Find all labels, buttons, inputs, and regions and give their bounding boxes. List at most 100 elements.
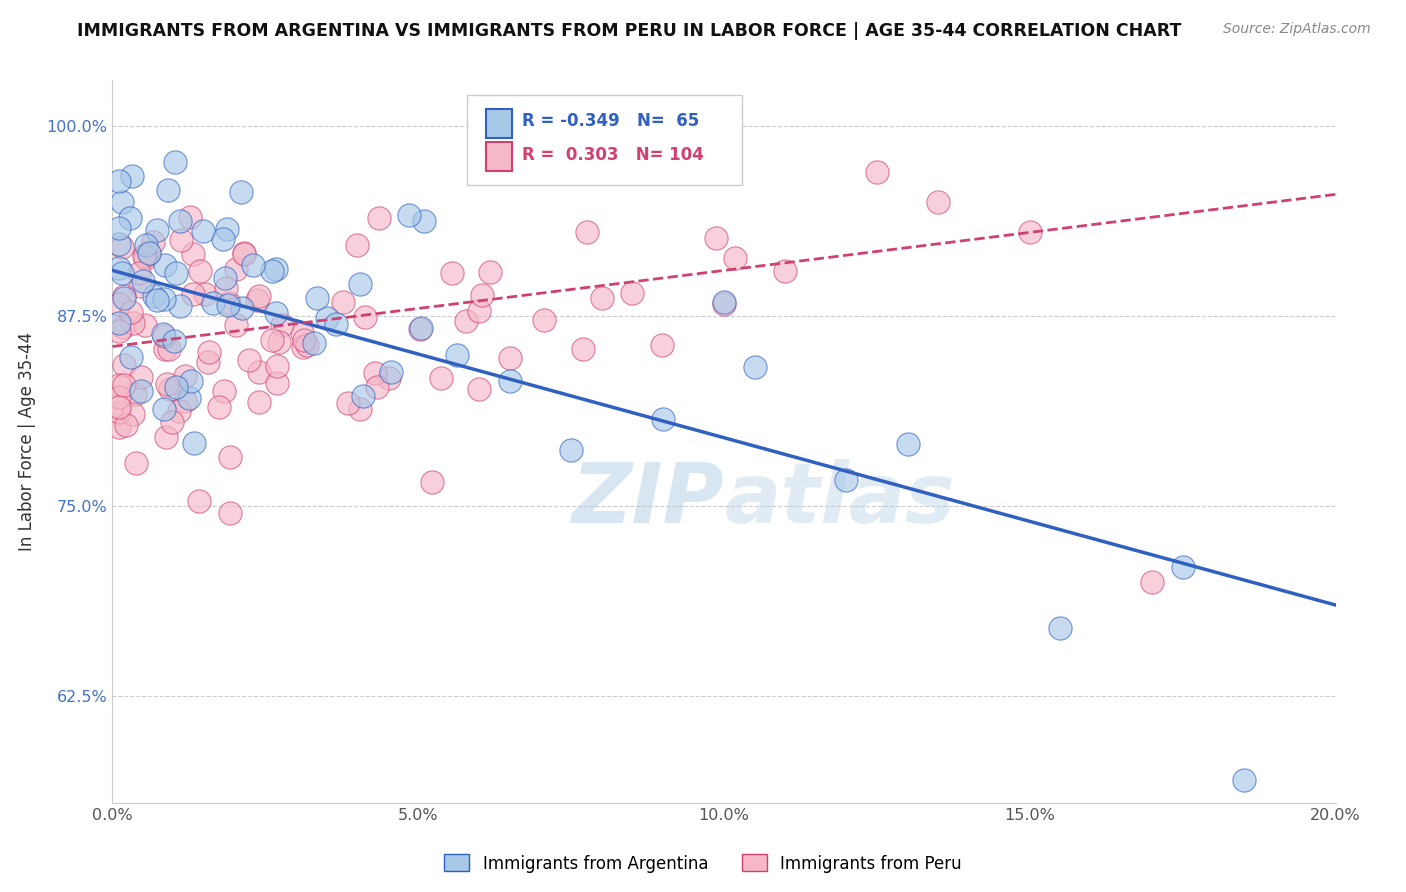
Bar bbox=[485, 109, 512, 138]
Point bbox=[264, 262, 287, 277]
Text: Source: ZipAtlas.com: Source: ZipAtlas.com bbox=[1223, 22, 1371, 37]
Point bbox=[138, 246, 160, 260]
Point bbox=[134, 248, 156, 262]
Point bbox=[366, 380, 388, 394]
Point bbox=[651, 338, 673, 352]
Point bbox=[897, 437, 920, 451]
Text: ZIP: ZIP bbox=[571, 458, 724, 540]
Point bbox=[111, 195, 134, 210]
Point bbox=[291, 326, 314, 341]
Point bbox=[305, 291, 328, 305]
Point bbox=[292, 340, 315, 354]
Point bbox=[165, 154, 187, 169]
Point bbox=[723, 251, 745, 265]
Point bbox=[378, 371, 401, 385]
Point bbox=[292, 334, 315, 348]
Point bbox=[107, 260, 129, 275]
Point bbox=[107, 237, 129, 252]
Text: IMMIGRANTS FROM ARGENTINA VS IMMIGRANTS FROM PERU IN LABOR FORCE | AGE 35-44 COR: IMMIGRANTS FROM ARGENTINA VS IMMIGRANTS … bbox=[77, 22, 1181, 40]
Point bbox=[264, 306, 287, 320]
Point bbox=[499, 351, 522, 365]
Point bbox=[134, 318, 156, 333]
Point bbox=[153, 292, 176, 306]
Point bbox=[120, 305, 142, 319]
Point bbox=[866, 164, 889, 178]
Point bbox=[177, 391, 200, 405]
Point bbox=[122, 407, 145, 421]
Point bbox=[132, 249, 155, 263]
Point bbox=[217, 298, 239, 312]
Point bbox=[380, 365, 402, 379]
Point bbox=[118, 211, 141, 225]
Point bbox=[775, 263, 797, 277]
Point bbox=[107, 420, 129, 434]
Point bbox=[246, 293, 269, 307]
Point bbox=[188, 494, 211, 508]
Point bbox=[111, 319, 134, 334]
Point bbox=[468, 383, 491, 397]
Point bbox=[107, 390, 129, 404]
Point bbox=[408, 321, 430, 335]
Point bbox=[364, 367, 387, 381]
Point bbox=[214, 271, 236, 285]
Point bbox=[266, 359, 288, 373]
Point bbox=[225, 261, 247, 276]
Legend: Immigrants from Argentina, Immigrants from Peru: Immigrants from Argentina, Immigrants fr… bbox=[437, 847, 969, 880]
Point bbox=[1049, 621, 1071, 635]
Point bbox=[202, 295, 225, 310]
Point bbox=[197, 355, 219, 369]
Point bbox=[135, 238, 157, 252]
Point bbox=[1142, 575, 1164, 590]
Point bbox=[155, 429, 177, 443]
Point bbox=[229, 185, 252, 199]
FancyBboxPatch shape bbox=[467, 95, 742, 185]
Point bbox=[134, 251, 156, 265]
Point bbox=[120, 350, 142, 364]
Point bbox=[744, 359, 766, 374]
Point bbox=[169, 213, 191, 227]
Point bbox=[446, 348, 468, 362]
Point bbox=[211, 232, 233, 246]
Point bbox=[267, 334, 290, 349]
Point bbox=[129, 369, 152, 384]
Point bbox=[208, 401, 231, 415]
Point bbox=[346, 237, 368, 252]
Point bbox=[713, 295, 735, 310]
Point bbox=[835, 473, 858, 487]
Point bbox=[420, 475, 443, 489]
Point bbox=[146, 293, 169, 308]
Point bbox=[349, 402, 371, 417]
Y-axis label: In Labor Force | Age 35-44: In Labor Force | Age 35-44 bbox=[17, 332, 35, 551]
Point bbox=[111, 240, 134, 254]
Point bbox=[180, 374, 202, 388]
Point bbox=[112, 292, 135, 306]
Text: atlas: atlas bbox=[724, 458, 955, 540]
Point bbox=[218, 450, 240, 464]
Point bbox=[262, 333, 284, 347]
Point bbox=[124, 387, 146, 401]
Point bbox=[163, 334, 186, 349]
Point bbox=[260, 264, 283, 278]
Point bbox=[166, 266, 188, 280]
Point bbox=[499, 374, 522, 388]
Point bbox=[107, 405, 129, 419]
Point bbox=[713, 297, 735, 311]
Point bbox=[121, 169, 143, 183]
Point bbox=[478, 265, 501, 279]
Point bbox=[128, 266, 150, 280]
Point bbox=[169, 404, 191, 418]
Point bbox=[169, 233, 191, 247]
Point bbox=[111, 267, 134, 281]
Point bbox=[454, 314, 477, 328]
Point bbox=[560, 442, 582, 457]
Point bbox=[112, 358, 135, 372]
Point bbox=[218, 295, 240, 310]
Point bbox=[232, 246, 254, 260]
Point bbox=[412, 214, 434, 228]
Point bbox=[352, 389, 374, 403]
Point bbox=[1233, 772, 1256, 787]
Point bbox=[194, 286, 217, 301]
Point bbox=[325, 317, 347, 331]
Point bbox=[704, 231, 727, 245]
Point bbox=[336, 396, 359, 410]
